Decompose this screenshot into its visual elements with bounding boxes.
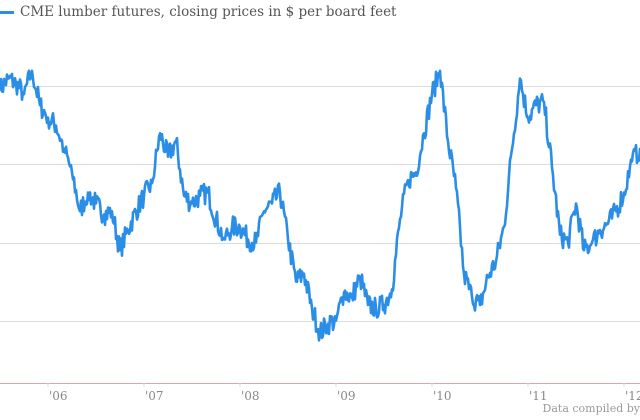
data-point bbox=[223, 238, 225, 240]
data-point bbox=[207, 191, 209, 193]
data-credit: Data compiled by bbox=[542, 402, 640, 415]
data-point bbox=[159, 132, 161, 134]
data-point bbox=[119, 249, 121, 251]
data-point bbox=[215, 218, 217, 220]
data-point bbox=[335, 319, 337, 321]
x-tick-label: '10 bbox=[433, 389, 452, 403]
legend-label: CME lumber futures, closing prices in $ … bbox=[20, 4, 397, 20]
data-point bbox=[79, 210, 81, 212]
data-point bbox=[183, 195, 185, 197]
data-point bbox=[327, 323, 329, 325]
x-tick-label: '12 bbox=[625, 389, 640, 403]
data-point bbox=[535, 104, 537, 106]
data-point bbox=[447, 140, 449, 142]
data-point bbox=[63, 148, 65, 150]
data-point bbox=[151, 182, 153, 184]
data-point bbox=[127, 229, 129, 231]
data-point bbox=[575, 202, 577, 204]
data-point bbox=[263, 210, 265, 212]
data-point bbox=[511, 148, 513, 150]
data-point bbox=[519, 77, 521, 79]
data-point bbox=[463, 273, 465, 275]
data-point bbox=[423, 132, 425, 134]
data-point bbox=[143, 195, 145, 197]
data-point bbox=[431, 93, 433, 95]
data-point bbox=[23, 93, 25, 95]
data-point bbox=[167, 156, 169, 158]
data-point bbox=[111, 210, 113, 212]
data-point bbox=[7, 77, 9, 79]
data-point bbox=[295, 280, 297, 282]
data-point bbox=[343, 291, 345, 293]
data-point bbox=[287, 238, 289, 240]
data-point bbox=[415, 171, 417, 173]
legend: CME lumber futures, closing prices in $ … bbox=[0, 4, 396, 20]
data-point bbox=[543, 101, 545, 103]
data-point bbox=[15, 82, 17, 84]
x-tick-label: '06 bbox=[49, 389, 68, 403]
data-point bbox=[375, 307, 377, 309]
data-point bbox=[439, 70, 441, 72]
data-point bbox=[87, 191, 89, 193]
data-point bbox=[311, 307, 313, 309]
series-line bbox=[0, 69, 640, 342]
data-point bbox=[455, 187, 457, 189]
data-point bbox=[559, 234, 561, 236]
data-point bbox=[631, 160, 633, 162]
data-point bbox=[279, 191, 281, 193]
x-tick-label: '08 bbox=[241, 389, 260, 403]
data-point bbox=[407, 179, 409, 181]
data-point bbox=[103, 213, 105, 215]
data-point bbox=[303, 273, 305, 275]
data-point bbox=[71, 171, 73, 173]
data-point bbox=[319, 332, 321, 334]
data-point bbox=[255, 241, 257, 243]
x-tick-label: '07 bbox=[145, 389, 164, 403]
x-tick-label: '11 bbox=[529, 389, 548, 403]
data-point bbox=[527, 117, 529, 119]
data-point bbox=[591, 241, 593, 243]
data-point bbox=[199, 195, 201, 197]
data-point bbox=[479, 304, 481, 306]
data-point bbox=[551, 166, 553, 168]
data-point bbox=[599, 229, 601, 231]
data-point bbox=[247, 238, 249, 240]
data-point bbox=[391, 288, 393, 290]
data-point bbox=[471, 296, 473, 298]
data-point bbox=[239, 226, 241, 228]
legend-swatch bbox=[0, 10, 14, 14]
data-point bbox=[359, 276, 361, 278]
data-point bbox=[271, 202, 273, 204]
data-point bbox=[367, 304, 369, 306]
data-point bbox=[567, 241, 569, 243]
data-point bbox=[583, 249, 585, 251]
data-point bbox=[175, 140, 177, 142]
x-tick-label: '09 bbox=[337, 389, 356, 403]
data-point bbox=[135, 210, 137, 212]
data-point bbox=[623, 191, 625, 193]
data-point bbox=[615, 210, 617, 212]
data-point bbox=[39, 104, 41, 106]
data-point bbox=[383, 304, 385, 306]
data-point bbox=[351, 296, 353, 298]
data-point bbox=[495, 260, 497, 262]
series-layer bbox=[0, 69, 640, 342]
data-point bbox=[191, 202, 193, 204]
data-point bbox=[607, 223, 609, 225]
data-point bbox=[487, 276, 489, 278]
x-axis: '06 '07 '08 '09 '10 '11 '12 bbox=[0, 383, 640, 403]
gridlines bbox=[0, 86, 640, 322]
data-point bbox=[55, 124, 57, 126]
data-point bbox=[399, 218, 401, 220]
data-point bbox=[231, 226, 233, 228]
data-point bbox=[47, 117, 49, 119]
data-point bbox=[503, 226, 505, 228]
data-point bbox=[31, 70, 33, 72]
data-point bbox=[95, 202, 97, 204]
